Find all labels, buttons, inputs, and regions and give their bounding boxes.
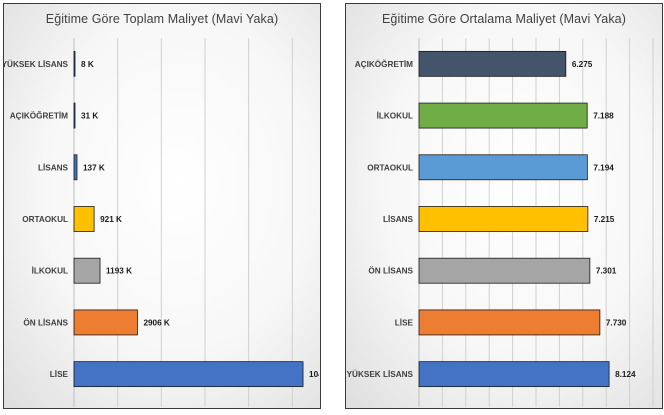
data-label: 7.194 — [593, 163, 614, 172]
bar — [73, 361, 304, 388]
data-label: 6.275 — [572, 60, 593, 69]
average-cost-chart-panel: Eğitime Göre Ortalama Maliyet (Mavi Yaka… — [345, 3, 663, 409]
category-label: ORTAOKUL — [22, 215, 68, 224]
total-cost-bar-chart: YÜKSEK LİSANS 8 K AÇIKÖĞRETİM 31 K LİSANS 137… — [4, 38, 320, 408]
data-label: 10490 K — [309, 370, 319, 379]
category-label: AÇIKÖĞRETİM — [10, 110, 68, 121]
bar — [418, 50, 567, 77]
total-cost-chart-panel: Eğitime Göre Toplam Maliyet (Mavi Yaka) … — [3, 3, 321, 409]
bar — [418, 102, 588, 129]
bar — [73, 102, 76, 129]
category-label: LİSANS — [38, 162, 69, 172]
category-label: AÇIKÖĞRETİM — [355, 58, 413, 69]
bar — [418, 257, 591, 284]
chart-title: Eğitime Göre Ortalama Maliyet (Mavi Yaka… — [382, 12, 626, 26]
bar — [418, 309, 601, 336]
category-label: LİSE — [50, 369, 69, 379]
bar — [418, 154, 588, 181]
data-label: 8.124 — [615, 370, 636, 379]
bar — [418, 206, 589, 232]
data-label: 921 K — [100, 215, 122, 224]
category-label: YÜKSEK LİSANS — [347, 369, 414, 379]
category-label: İLKOKUL — [377, 111, 413, 121]
data-label: 7.730 — [606, 318, 627, 327]
category-label: ÖN LİSANS — [368, 266, 413, 276]
bar — [418, 361, 610, 388]
category-label: LİSE — [395, 317, 414, 327]
data-label: 137 K — [83, 163, 105, 172]
data-label: 2906 K — [143, 318, 169, 327]
bar — [73, 50, 76, 77]
data-label: 1193 K — [106, 267, 132, 276]
category-label: İLKOKUL — [32, 266, 68, 276]
data-label: 7.301 — [596, 267, 617, 276]
bar — [73, 309, 138, 336]
data-label: 8 K — [81, 60, 94, 69]
category-label: YÜKSEK LİSANS — [4, 59, 69, 69]
chart-title: Eğitime Göre Toplam Maliyet (Mavi Yaka) — [45, 12, 279, 26]
bar — [73, 154, 78, 181]
category-label: ORTAOKUL — [367, 163, 413, 172]
data-label: 7.215 — [594, 215, 615, 224]
average-cost-bar-chart: AÇIKÖĞRETİM 6.275 İLKOKUL 7.188 ORTAOKUL 7.19… — [347, 38, 654, 408]
bar — [73, 257, 101, 284]
category-label: ÖN LİSANS — [23, 317, 68, 327]
data-label: 31 K — [81, 112, 98, 121]
bar — [73, 206, 95, 232]
data-label: 7.188 — [593, 112, 614, 121]
category-label: LİSANS — [383, 214, 414, 224]
